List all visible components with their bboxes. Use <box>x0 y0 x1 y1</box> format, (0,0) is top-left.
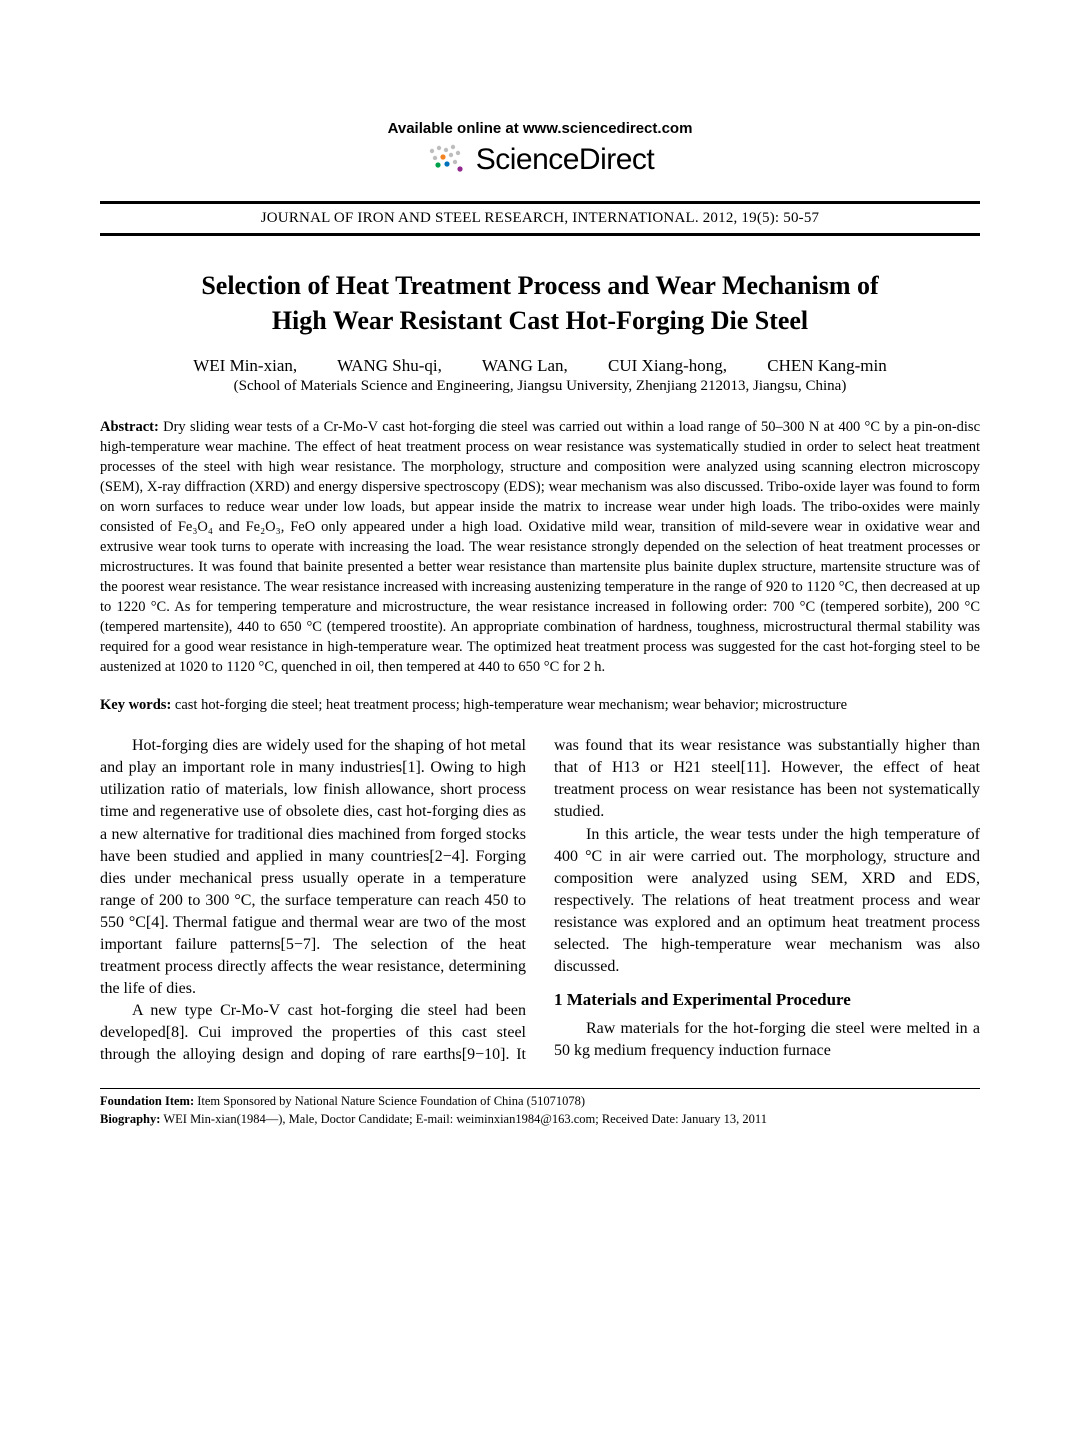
author: WANG Shu-qi, <box>337 356 442 375</box>
available-online-text: Available online at www.sciencedirect.co… <box>100 120 980 137</box>
body-paragraph: Hot-forging dies are widely used for the… <box>100 735 526 1000</box>
sciencedirect-wordmark: ScienceDirect <box>476 143 655 177</box>
keywords-block: Key words: cast hot-forging die steel; h… <box>100 695 980 715</box>
sciencedirect-logo: ScienceDirect <box>100 143 980 177</box>
abstract-label: Abstract: <box>100 419 159 435</box>
biography-line: Biography: WEI Min-xian(1984—), Male, Do… <box>100 1111 980 1129</box>
abstract-block: Abstract: Dry sliding wear tests of a Cr… <box>100 417 980 677</box>
biography-text: WEI Min-xian(1984—), Male, Doctor Candid… <box>163 1112 767 1126</box>
body-columns: Hot-forging dies are widely used for the… <box>100 735 980 1066</box>
author: WEI Min-xian, <box>193 356 297 375</box>
keywords-label: Key words: <box>100 697 171 713</box>
keywords-text: cast hot-forging die steel; heat treatme… <box>171 697 847 713</box>
author-list: WEI Min-xian, WANG Shu-qi, WANG Lan, CUI… <box>100 356 980 376</box>
page: Available online at www.sciencedirect.co… <box>0 0 1080 1168</box>
author: CUI Xiang-hong, <box>608 356 727 375</box>
article-title: Selection of Heat Treatment Process and … <box>100 268 980 338</box>
footer-block: Foundation Item: Item Sponsored by Natio… <box>100 1093 980 1128</box>
foundation-text: Item Sponsored by National Nature Scienc… <box>197 1094 585 1108</box>
title-line-1: Selection of Heat Treatment Process and … <box>201 271 878 300</box>
journal-citation-line: JOURNAL OF IRON AND STEEL RESEARCH, INTE… <box>100 201 980 236</box>
author: WANG Lan, <box>482 356 568 375</box>
affiliation: (School of Materials Science and Enginee… <box>100 378 980 395</box>
biography-label: Biography: <box>100 1112 160 1126</box>
author: CHEN Kang-min <box>767 356 886 375</box>
sciencedirect-dots-icon <box>426 143 468 177</box>
title-line-2: High Wear Resistant Cast Hot-Forging Die… <box>272 306 808 335</box>
foundation-line: Foundation Item: Item Sponsored by Natio… <box>100 1093 980 1111</box>
body-paragraph: In this article, the wear tests under th… <box>554 824 980 979</box>
abstract-text: Dry sliding wear tests of a Cr-Mo-V cast… <box>100 419 980 675</box>
footer-rule <box>100 1088 980 1089</box>
body-paragraph: Raw materials for the hot-forging die st… <box>554 1018 980 1062</box>
foundation-label: Foundation Item: <box>100 1094 194 1108</box>
section-heading: 1 Materials and Experimental Procedure <box>554 988 980 1011</box>
